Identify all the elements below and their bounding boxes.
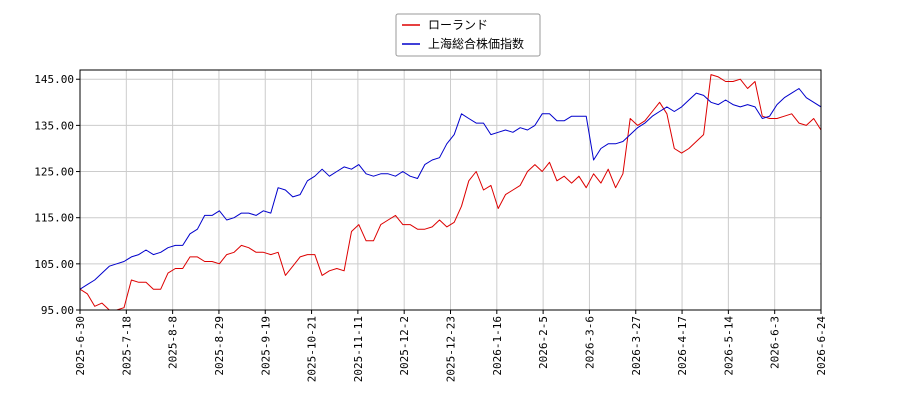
x-tick-label: 2026-6-24 bbox=[815, 316, 828, 376]
axis-ticks: 95.00 105.00 115.00 125.00 135.00 145.00 2025-… bbox=[34, 73, 828, 382]
legend-label-1: 上海総合株価指数 bbox=[428, 36, 524, 51]
x-tick-label: 2026-2-5 bbox=[537, 316, 550, 369]
x-tick-label: 2026-4-17 bbox=[676, 316, 689, 376]
x-tick-label: 2026-3-27 bbox=[630, 316, 643, 376]
legend-label-0: ローランド bbox=[428, 18, 488, 32]
x-tick-label: 2025-6-30 bbox=[74, 316, 87, 376]
series-line-0 bbox=[80, 74, 821, 310]
y-tick-label: 135.00 bbox=[34, 119, 74, 132]
x-tick-label: 2025-9-19 bbox=[259, 316, 272, 376]
x-tick-label: 2026-1-16 bbox=[491, 316, 504, 376]
y-tick-label: 115.00 bbox=[34, 212, 74, 225]
x-tick-label: 2025-12-23 bbox=[445, 316, 458, 382]
y-tick-label: 95.00 bbox=[41, 304, 74, 317]
y-tick-label: 125.00 bbox=[34, 166, 74, 179]
series-lines bbox=[80, 74, 821, 310]
x-tick-label: 2026-6-3 bbox=[769, 316, 782, 369]
x-tick-label: 2025-12-2 bbox=[398, 316, 411, 376]
y-tick-label: 105.00 bbox=[34, 258, 74, 271]
x-tick-label: 2025-11-11 bbox=[352, 316, 365, 382]
y-tick-label: 145.00 bbox=[34, 73, 74, 86]
x-tick-label: 2025-10-21 bbox=[306, 316, 319, 382]
x-tick-label: 2025-8-8 bbox=[167, 316, 180, 369]
x-tick-label: 2026-5-14 bbox=[722, 316, 735, 376]
legend-box bbox=[395, 13, 541, 57]
x-tick-label: 2025-8-29 bbox=[213, 316, 226, 376]
x-tick-label: 2026-3-6 bbox=[583, 316, 596, 369]
x-tick-label: 2025-7-18 bbox=[120, 316, 133, 376]
grid-lines bbox=[79, 70, 822, 311]
series-line-1 bbox=[80, 88, 821, 290]
